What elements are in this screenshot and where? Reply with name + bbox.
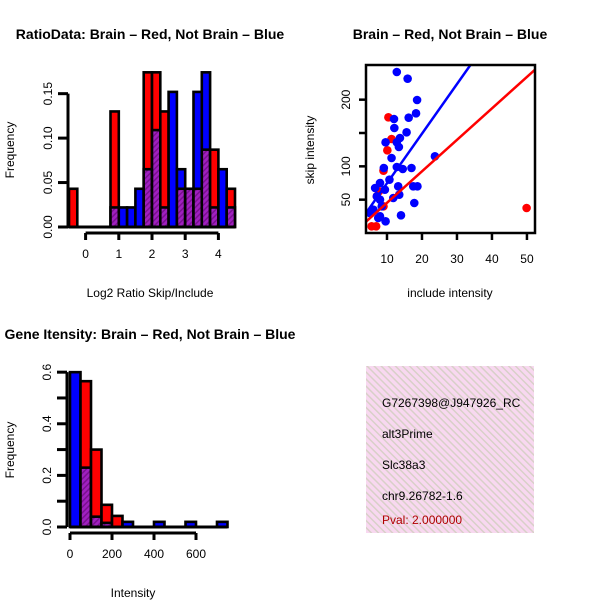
blue-point	[394, 142, 404, 152]
blue-point	[392, 67, 402, 77]
blue-point	[381, 138, 390, 147]
x-axis-label: Intensity	[111, 586, 156, 600]
x-tick-label: 10	[380, 252, 394, 266]
x-tick-label: 0	[67, 547, 74, 561]
overlap-bar	[225, 206, 237, 229]
blue-point	[404, 113, 413, 122]
blue-point	[412, 95, 422, 105]
y-tick-label: 100	[339, 156, 353, 176]
chart-title: Gene Itensity: Brain – Red, Not Brain – …	[5, 326, 296, 342]
x-axis-label: Log2 Ratio Skip/Include	[87, 286, 214, 300]
y-tick-label: 0.6	[40, 363, 54, 380]
y-tick-label: 0.00	[41, 215, 55, 239]
x-tick-label: 50	[520, 252, 534, 266]
y-tick-label: 50	[339, 193, 353, 207]
blue-point	[396, 211, 406, 220]
blue-bar	[68, 370, 82, 529]
gene-name: Slc38a3	[382, 458, 426, 472]
y-tick-label: 0.05	[41, 171, 55, 195]
plot-area	[366, 65, 535, 231]
info-panel-background	[366, 366, 534, 533]
red-point	[371, 222, 381, 231]
x-tick-label: 600	[186, 547, 206, 561]
blue-point	[407, 163, 416, 173]
event-type: alt3Prime	[382, 427, 433, 441]
gene-intensity-histogram-panel: Gene Itensity: Brain – Red, Not Brain – …	[3, 326, 296, 600]
x-axis-label: include intensity	[407, 286, 492, 300]
blue-point	[411, 109, 421, 118]
x-tick-label: 2	[149, 247, 156, 261]
info-panel: G7267398@J947926_RC alt3Prime Slc38a3 ch…	[366, 366, 534, 533]
red-point	[522, 203, 531, 213]
red-fit-line	[366, 68, 535, 223]
red-bar	[110, 514, 124, 529]
blue-point	[402, 128, 411, 137]
y-tick-label: 200	[339, 89, 353, 109]
blue-point	[373, 213, 383, 223]
red-point	[383, 146, 392, 155]
blue-point	[389, 114, 399, 124]
blue-point	[370, 183, 380, 193]
blue-fit-line	[366, 65, 472, 214]
blue-point	[379, 163, 389, 173]
y-tick-label: 0.4	[40, 415, 54, 432]
ratio-histogram-panel: RatioData: Brain – Red, Not Brain – Blue…	[3, 26, 284, 300]
blue-point	[393, 182, 403, 191]
x-tick-label: 1	[115, 247, 122, 261]
red-bar	[67, 187, 79, 229]
y-tick-label: 0.15	[41, 82, 55, 106]
x-tick-label: 3	[182, 247, 189, 261]
x-tick-label: 200	[102, 547, 122, 561]
x-tick-label: 40	[485, 252, 499, 266]
plot-frame	[364, 63, 537, 235]
chart-title: Brain – Red, Not Brain – Blue	[353, 26, 548, 42]
x-tick-label: 4	[215, 247, 222, 261]
x-tick-label: 400	[144, 547, 164, 561]
blue-point	[413, 182, 422, 191]
blue-point	[390, 123, 399, 133]
blue-point	[387, 153, 396, 163]
y-axis-label: Frequency	[3, 422, 17, 479]
x-tick-label: 20	[415, 252, 429, 266]
blue-point	[409, 198, 419, 208]
y-tick-label: 0.2	[40, 467, 54, 484]
x-tick-label: 0	[82, 247, 89, 261]
x-tick-label: 30	[450, 252, 464, 266]
blue-point	[398, 164, 408, 174]
overlap-bar	[79, 466, 93, 529]
pval: Pval: 2.000000	[382, 513, 462, 527]
y-axis-label: skip intensity	[303, 116, 317, 185]
y-axis-label: Frequency	[3, 122, 17, 179]
location: chr9.26782-1.6	[382, 489, 463, 503]
blue-point	[403, 74, 412, 83]
overlap-bar	[89, 515, 103, 529]
event-id: G7267398@J947926_RC	[382, 396, 521, 410]
chart-title: RatioData: Brain – Red, Not Brain – Blue	[16, 26, 285, 42]
y-tick-label: 0.0	[40, 518, 54, 535]
blue-point	[381, 217, 390, 226]
y-tick-label: 0.10	[41, 126, 55, 150]
intensity-scatter-panel: Brain – Red, Not Brain – Blue include in…	[303, 26, 548, 300]
